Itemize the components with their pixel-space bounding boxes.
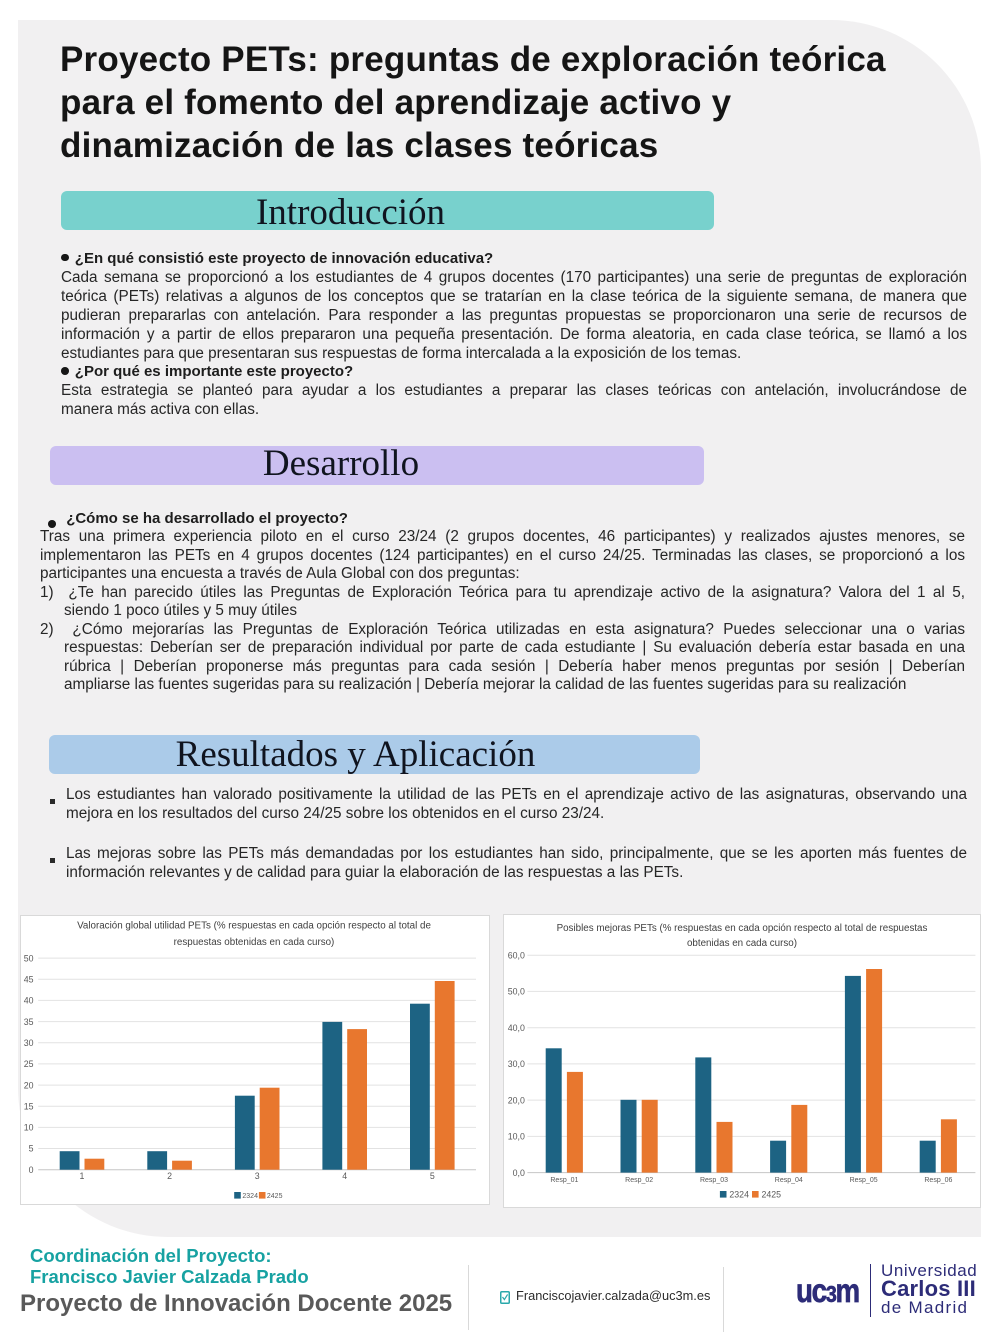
svg-text:4: 4: [342, 1171, 347, 1181]
svg-text:30,0: 30,0: [507, 1059, 524, 1069]
svg-text:Valoración global utilidad PET: Valoración global utilidad PETs (% respu…: [77, 920, 431, 931]
svg-text:0: 0: [28, 1165, 33, 1175]
svg-text:10: 10: [24, 1122, 34, 1132]
svg-text:Resp_02: Resp_02: [625, 1177, 653, 1184]
svg-text:50: 50: [24, 953, 34, 963]
svg-text:Resp_03: Resp_03: [700, 1177, 728, 1184]
svg-text:Resp_04: Resp_04: [774, 1177, 802, 1184]
svg-text:40: 40: [24, 995, 34, 1005]
svg-text:Resp_06: Resp_06: [924, 1177, 952, 1184]
svg-text:35: 35: [24, 1017, 34, 1027]
svg-text:Resp_05: Resp_05: [849, 1177, 877, 1184]
svg-text:60,0: 60,0: [507, 950, 524, 960]
svg-text:1: 1: [79, 1171, 84, 1181]
svg-text:obtenidas en cada curso): obtenidas en cada curso): [687, 937, 797, 948]
svg-text:5: 5: [28, 1143, 33, 1153]
svg-text:2324: 2324: [729, 1189, 749, 1199]
svg-text:respuestas obtenidas en cada c: respuestas obtenidas en cada curso): [173, 937, 334, 948]
svg-text:2425: 2425: [761, 1189, 781, 1199]
svg-text:3: 3: [255, 1171, 260, 1181]
svg-text:20: 20: [24, 1080, 34, 1090]
svg-text:2324: 2324: [242, 1193, 258, 1200]
svg-text:25: 25: [24, 1059, 34, 1069]
svg-text:0,0: 0,0: [512, 1167, 524, 1177]
svg-text:40,0: 40,0: [507, 1022, 524, 1032]
svg-text:Posibles mejoras PETs (% respu: Posibles mejoras PETs (% respuestas en c…: [556, 923, 927, 934]
svg-text:Resp_01: Resp_01: [550, 1177, 578, 1184]
svg-text:2425: 2425: [267, 1193, 283, 1200]
svg-text:15: 15: [24, 1101, 34, 1111]
svg-text:2: 2: [167, 1171, 172, 1181]
svg-text:20,0: 20,0: [507, 1095, 524, 1105]
svg-text:5: 5: [430, 1171, 435, 1181]
svg-text:45: 45: [24, 974, 34, 984]
svg-text:50,0: 50,0: [507, 986, 524, 996]
svg-text:30: 30: [24, 1038, 34, 1048]
svg-text:10,0: 10,0: [507, 1131, 524, 1141]
